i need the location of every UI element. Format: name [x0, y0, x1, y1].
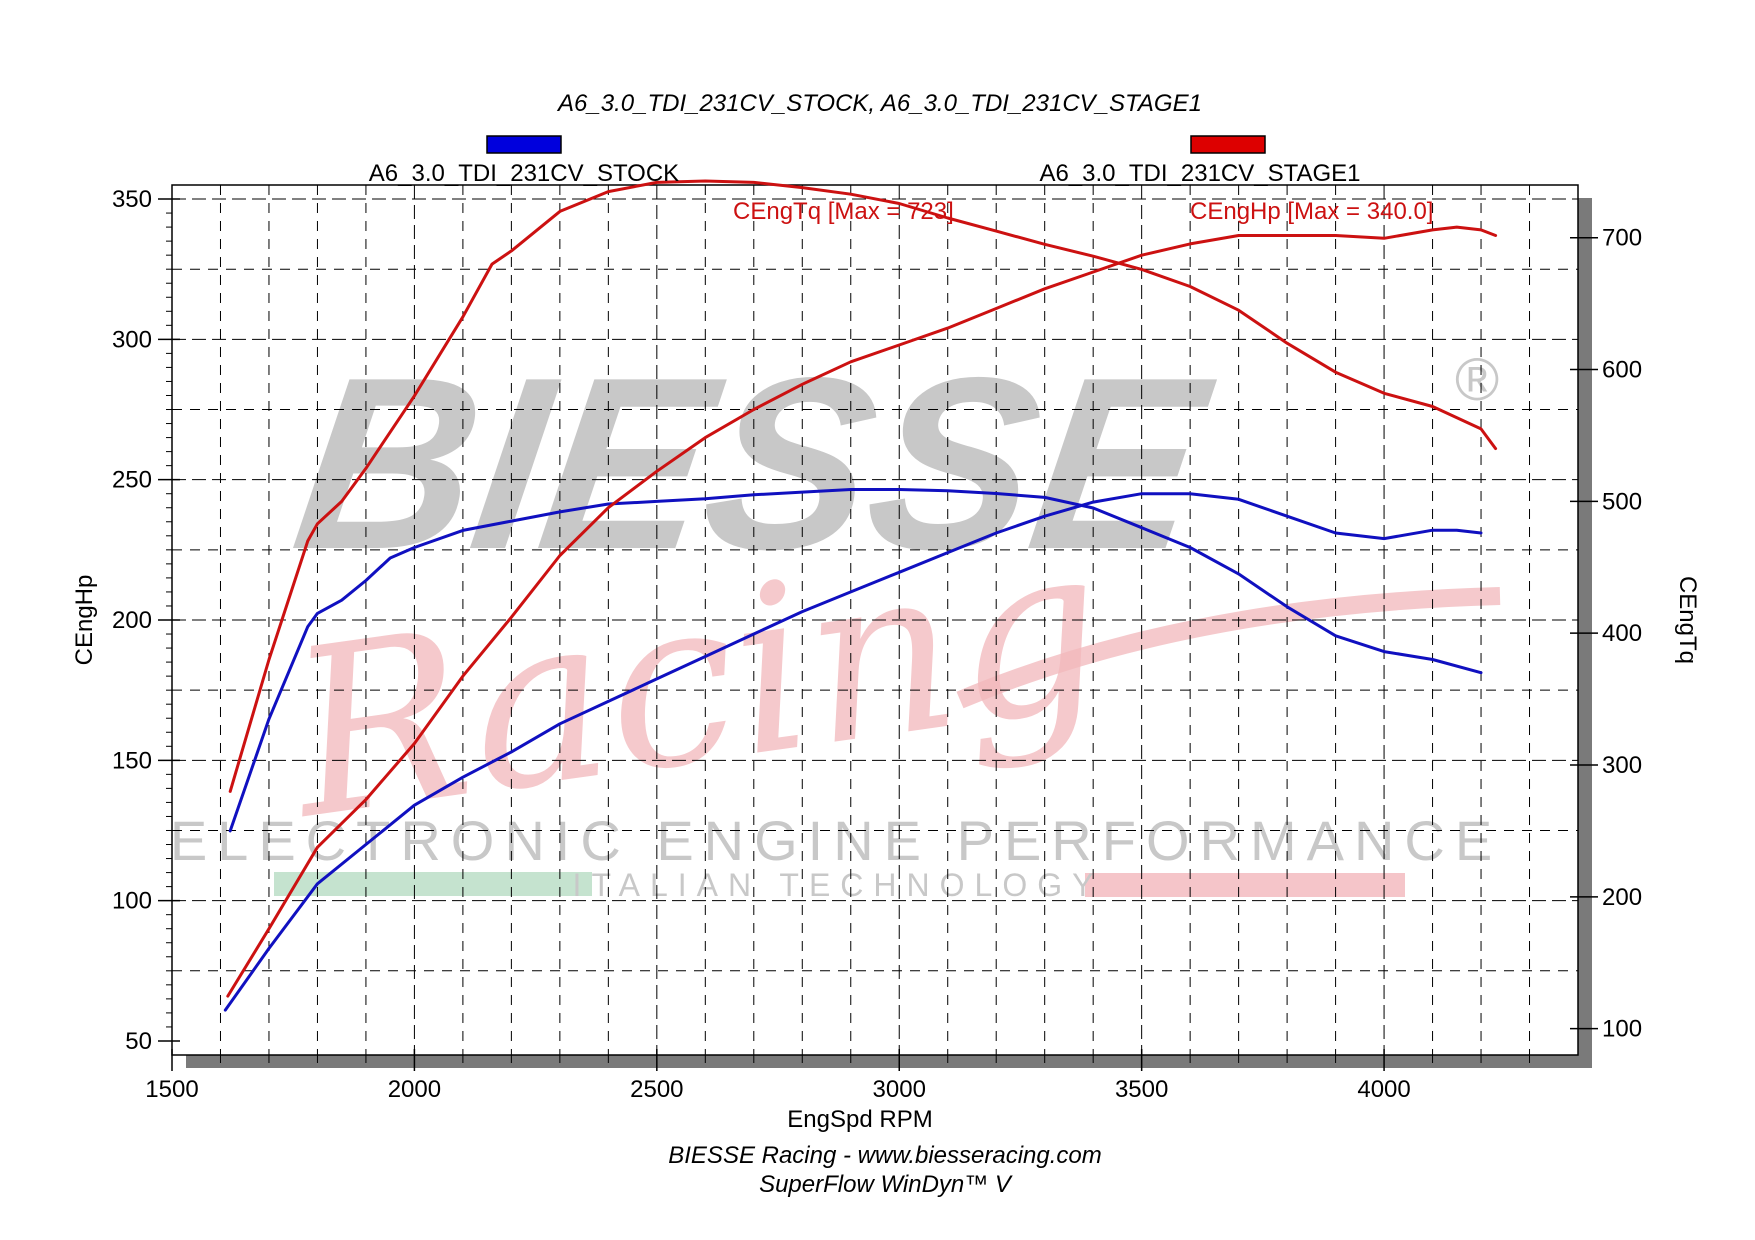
series-line-stock-cengtq — [228, 488, 1483, 833]
watermark-subline: ITALIAN TECHNOLOGY — [573, 867, 1104, 903]
y-right-tick-label: 600 — [1602, 357, 1642, 384]
x-tick-label: 2500 — [630, 1076, 683, 1103]
y-right-tick-label: 300 — [1602, 752, 1642, 779]
y-left-tick-label: 200 — [112, 607, 152, 634]
watermark-green-bar — [274, 872, 592, 896]
torque-max-annotation: CEngTq [Max = 723] — [733, 198, 954, 225]
watermark-brand: BIESSE — [281, 327, 1225, 601]
x-tick-label: 1500 — [145, 1076, 198, 1103]
x-axis-title: EngSpd RPM — [787, 1106, 932, 1133]
y-left-tick-label: 300 — [112, 326, 152, 353]
x-tick-label: 3500 — [1115, 1076, 1168, 1103]
y-left-tick-label: 350 — [112, 186, 152, 213]
legend-swatch-stock — [486, 135, 562, 154]
legend-swatch-stage1 — [1190, 135, 1266, 154]
x-tick-label: 3000 — [873, 1076, 926, 1103]
y-left-axis-title: CEngHp — [71, 575, 98, 666]
power-max-annotation: CEngHp [Max = 340.0] — [1190, 198, 1433, 225]
watermark-red-bar — [1085, 873, 1405, 897]
x-tick-label: 2000 — [388, 1076, 441, 1103]
legend-label-stage1: A6_3.0_TDI_231CV_STAGE1 — [1039, 160, 1360, 187]
y-right-tick-label: 700 — [1602, 225, 1642, 252]
y-left-tick-label: 150 — [112, 747, 152, 774]
y-left-tick-label: 100 — [112, 888, 152, 915]
x-tick-label: 4000 — [1357, 1076, 1410, 1103]
watermark-registered: ® — [1455, 346, 1499, 413]
series-lines — [223, 179, 1498, 1012]
footer-line-2: SuperFlow WinDyn™ V — [759, 1171, 1013, 1198]
y-left-tick-label: 250 — [112, 467, 152, 494]
chart-title: A6_3.0_TDI_231CV_STOCK, A6_3.0_TDI_231CV… — [556, 90, 1202, 117]
grid-lines — [172, 185, 1578, 1055]
series-line-stage1-cenghp — [226, 225, 1498, 998]
y-right-tick-label: 500 — [1602, 488, 1642, 515]
y-right-tick-label: 400 — [1602, 620, 1642, 647]
y-right-axis-title: CEngTq — [1674, 576, 1701, 664]
watermark-tagline: ELECTRONIC ENGINE PERFORMANCE — [170, 809, 1502, 872]
y-right-tick-label: 200 — [1602, 884, 1642, 911]
axes: 50 100 150 200 250 300 350 100 200 300 400 500 600 70… — [112, 186, 1642, 1103]
footer-line-1: BIESSE Racing - www.biesseracing.com — [668, 1142, 1102, 1169]
y-left-tick-label: 50 — [125, 1028, 152, 1055]
legend-label-stock: A6_3.0_TDI_231CV_STOCK — [369, 160, 679, 187]
series-line-stock-cenghp — [223, 492, 1483, 1012]
y-right-tick-label: 100 — [1602, 1016, 1642, 1043]
series-line-stage1-cengtq — [228, 179, 1498, 793]
